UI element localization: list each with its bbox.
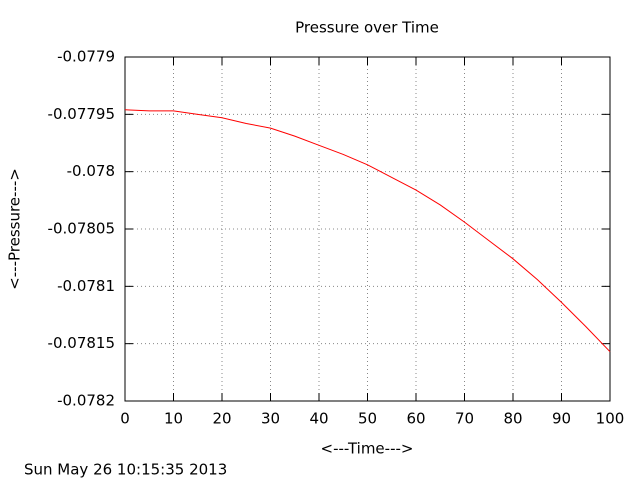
x-tick-label: 80 bbox=[503, 410, 522, 428]
x-tick-label: 60 bbox=[406, 410, 425, 428]
x-tick-label: 70 bbox=[455, 410, 474, 428]
x-tick-label: 30 bbox=[261, 410, 280, 428]
y-tick-label: -0.0781 bbox=[57, 277, 115, 295]
x-tick-label: 20 bbox=[212, 410, 231, 428]
chart-title: Pressure over Time bbox=[295, 19, 439, 37]
x-tick-label: 100 bbox=[596, 410, 625, 428]
y-axis-label: <---Pressure---> bbox=[6, 168, 24, 290]
y-tick-label: -0.078 bbox=[67, 162, 115, 180]
x-tick-label: 0 bbox=[120, 410, 130, 428]
x-tick-label: 40 bbox=[309, 410, 328, 428]
y-tick-label: -0.0782 bbox=[57, 392, 115, 410]
x-axis-label: <---Time---> bbox=[321, 440, 414, 458]
x-tick-label: 90 bbox=[552, 410, 571, 428]
x-tick-label: 50 bbox=[358, 410, 377, 428]
y-tick-label: -0.07805 bbox=[48, 220, 115, 238]
y-tick-label: -0.07815 bbox=[48, 334, 115, 352]
x-tick-label: 10 bbox=[164, 410, 183, 428]
timestamp: Sun May 26 10:15:35 2013 bbox=[24, 461, 227, 479]
y-tick-label: -0.07795 bbox=[48, 105, 115, 123]
line bbox=[124, 109, 611, 353]
y-tick-label: -0.0779 bbox=[57, 48, 115, 66]
plot-border bbox=[124, 56, 611, 402]
